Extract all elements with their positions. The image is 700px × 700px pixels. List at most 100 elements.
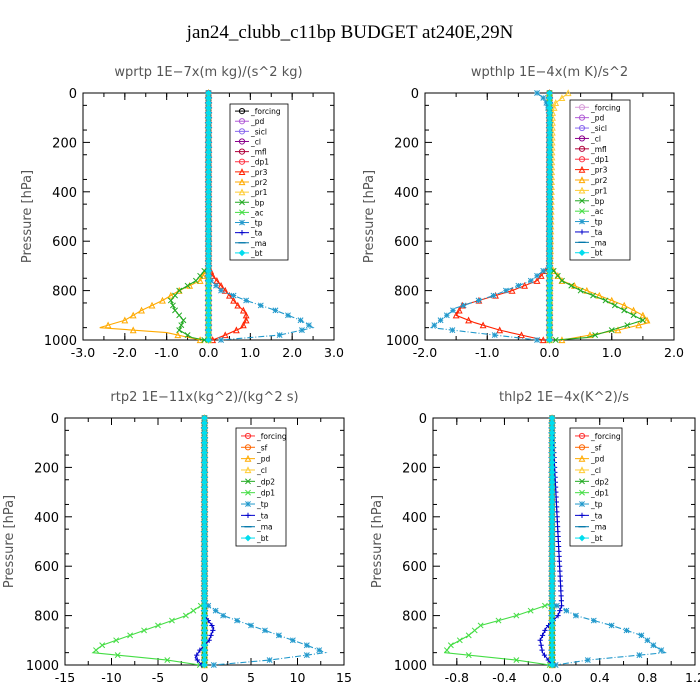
data-point: [557, 578, 563, 584]
data-point: [608, 327, 615, 334]
data-point: [590, 617, 597, 624]
data-point: [297, 317, 304, 324]
x-tick-label: 10: [290, 670, 306, 685]
data-point: [465, 652, 472, 659]
y-tick-label: 200: [34, 461, 59, 476]
x-tick-label: -15: [55, 670, 75, 685]
y-axis-label: Pressure [hPa]: [370, 495, 385, 588]
data-point: [129, 311, 137, 319]
x-tick-label: 0.0: [540, 345, 560, 360]
legend-marker: [238, 148, 246, 155]
data-point: [534, 337, 541, 343]
legend-marker: [578, 466, 586, 474]
data-point: [218, 287, 225, 294]
panel-3: rtp2 1E−11x(kg^2)/(kg^2 s) Pressure [hPa]…: [2, 390, 352, 685]
data-point: [533, 277, 541, 284]
y-tick-label: 400: [394, 186, 419, 201]
data-point: [164, 657, 171, 664]
legend-marker: [238, 158, 246, 165]
data-point: [477, 622, 484, 629]
legend: _forcing_pd_sicl_cl_mfl_dp1_pr3_pr2_pr1_…: [229, 103, 289, 261]
legend-marker: [244, 454, 252, 462]
series-line: [170, 93, 210, 341]
data-point: [650, 642, 657, 649]
y-tick-label: 1000: [386, 334, 419, 349]
legend-entry: _forcing: [590, 103, 621, 112]
legend-marker: [578, 454, 586, 462]
legend-entry: _bp: [250, 198, 265, 207]
panel-2: wpthlp 1E−4x(m K)/s^2 Pressure [hPa] 0 200 4…: [362, 65, 684, 360]
data-point: [127, 632, 134, 639]
legend-marker: [238, 128, 246, 135]
data-point: [621, 307, 628, 314]
legend-marker: [239, 219, 245, 226]
y-tick-label: 1000: [394, 659, 427, 674]
data-point: [248, 622, 254, 629]
data-point: [174, 331, 182, 339]
x-tick-label: -0.8: [445, 670, 469, 685]
legend-entry: _ac: [250, 208, 263, 217]
legend-entry: _bt: [590, 534, 603, 543]
series-bt: [205, 89, 212, 344]
data-point: [455, 306, 463, 314]
data-point: [552, 337, 559, 343]
data-point: [316, 647, 323, 654]
data-point: [643, 316, 651, 324]
data-point: [556, 558, 562, 564]
legend-entry: _bt: [250, 249, 263, 258]
legend-marker: [245, 501, 251, 507]
legend-marker: [578, 124, 586, 132]
data-point: [608, 296, 616, 304]
legend-entry: _mfl: [590, 145, 607, 154]
x-tick-label: 2.0: [282, 345, 302, 360]
legend-entry: _sicl: [590, 124, 607, 133]
legend-entry: _dp1: [590, 155, 609, 164]
data-point: [556, 553, 562, 559]
legend-marker: [238, 168, 246, 175]
data-point: [557, 563, 563, 569]
legend-marker: [578, 176, 586, 184]
legend-entry: _ac: [590, 207, 603, 216]
data-point: [220, 612, 227, 619]
x-tick-label: -1.0: [475, 345, 499, 360]
legend-marker: [578, 186, 586, 194]
data-point: [201, 661, 208, 669]
data-point: [496, 326, 504, 334]
data-point: [456, 637, 463, 644]
x-tick-label: -10: [101, 670, 121, 685]
legend-marker: [578, 156, 586, 163]
data-point: [184, 282, 191, 289]
legend-marker: [245, 489, 251, 496]
y-tick-label: 0: [69, 87, 77, 102]
data-point: [558, 598, 564, 604]
data-point: [194, 652, 200, 658]
data-point: [197, 602, 204, 609]
legend-marker: [579, 512, 585, 518]
x-tick-label: 0.4: [590, 670, 610, 685]
y-axis-label: Pressure [hPa]: [20, 170, 35, 263]
legend-marker: [238, 178, 246, 186]
data-point: [540, 94, 547, 101]
legend-marker: [245, 478, 251, 485]
legend-marker: [238, 188, 246, 196]
data-point: [298, 327, 305, 334]
legend-entry: _forcing: [256, 432, 287, 441]
legend-marker: [578, 444, 586, 451]
legend-entry: _bt: [590, 249, 603, 258]
legend-entry: _ta: [250, 229, 262, 238]
data-point: [558, 277, 565, 284]
legend-marker: [578, 534, 586, 542]
data-point: [289, 637, 296, 644]
data-point: [159, 296, 166, 304]
legend-entry: _forcing: [590, 432, 621, 441]
data-point: [175, 286, 183, 294]
x-tick-label: 0: [201, 670, 209, 685]
data-point: [471, 627, 478, 634]
y-axis-label: Pressure [hPa]: [362, 170, 377, 263]
data-point: [276, 332, 283, 339]
legend-entry: _cl: [590, 134, 601, 143]
legend-entry: _tp: [256, 500, 269, 509]
legend: _forcing _sf _pd _cl _dp2 _dp1 _tp _ta _ma _bt: [569, 427, 623, 547]
panel-title: rtp2 1E−11x(kg^2)/(kg^2 s): [110, 390, 298, 405]
data-point: [555, 524, 561, 530]
